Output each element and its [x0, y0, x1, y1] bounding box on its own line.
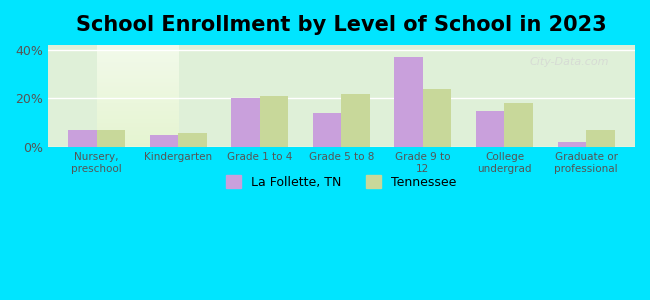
Bar — [558, 142, 586, 147]
Bar — [395, 57, 423, 147]
Legend: La Follette, TN, Tennessee: La Follette, TN, Tennessee — [221, 170, 462, 194]
Bar — [150, 135, 178, 147]
Bar — [68, 130, 97, 147]
Bar — [260, 96, 289, 147]
Bar — [476, 111, 504, 147]
Bar — [423, 89, 452, 147]
Bar — [504, 103, 533, 147]
Bar — [341, 94, 370, 147]
Text: City-Data.com: City-Data.com — [529, 57, 609, 67]
Bar — [313, 113, 341, 147]
Bar — [97, 130, 125, 147]
Bar — [586, 130, 615, 147]
Title: School Enrollment by Level of School in 2023: School Enrollment by Level of School in … — [76, 15, 606, 35]
Bar — [178, 133, 207, 147]
Bar — [231, 98, 260, 147]
